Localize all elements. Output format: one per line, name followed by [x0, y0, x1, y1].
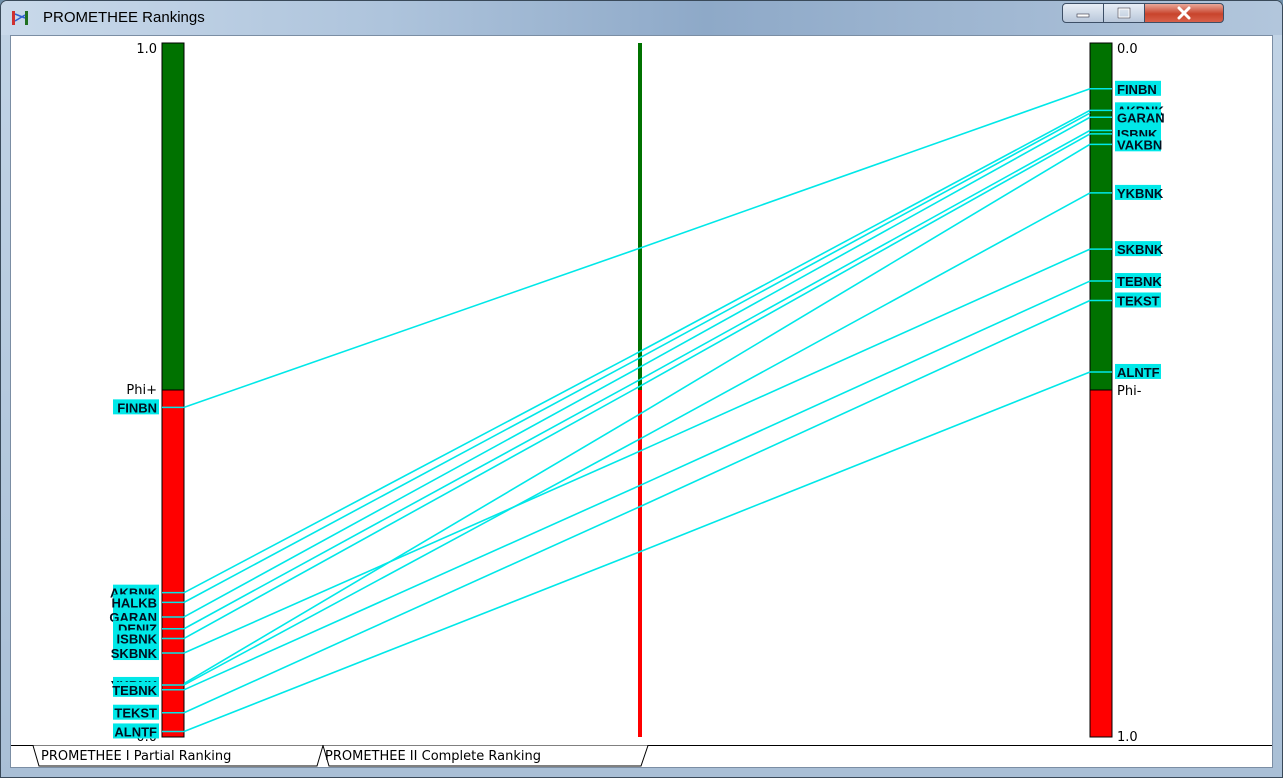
- right-label-skbnk-bg: [1115, 241, 1161, 257]
- maximize-icon: [1117, 7, 1131, 19]
- right-label-ykbnk: YKBNK: [1117, 186, 1164, 201]
- link-line-isbnk: [183, 385, 641, 640]
- right-label-vakbn-bg: [1115, 136, 1161, 152]
- phi-plus-top-label: 1.0: [136, 42, 157, 57]
- link-line-tebnk-right: [639, 280, 1091, 487]
- close-button[interactable]: [1144, 3, 1224, 23]
- right-label-tekst-bg: [1115, 292, 1161, 308]
- link-line-deniz-right: [639, 129, 1091, 381]
- right-label-skbnk: SKBNK: [1117, 242, 1164, 257]
- link-line-akbnk: [183, 350, 641, 594]
- right-label-garan-bg: [1115, 109, 1161, 125]
- link-line-deniz: [183, 378, 641, 630]
- phi-plus-axis-name: Phi+: [126, 383, 157, 398]
- link-line-tekst: [183, 505, 641, 714]
- link-line-vakbn-right: [639, 143, 1091, 415]
- phi-plus-negative-bar: [161, 389, 185, 738]
- link-line-alntf-right: [639, 371, 1091, 553]
- link-line-vakbn: [183, 413, 641, 685]
- link-line-tekst-right: [639, 299, 1091, 508]
- window-title: PROMETHEE Rankings: [43, 9, 205, 26]
- link-line-isbnk-right: [639, 133, 1091, 387]
- phi-minus-bottom-label: 1.0: [1117, 730, 1138, 745]
- left-label-tekst-bg: [113, 704, 159, 720]
- right-label-vakbn: VAKBN: [1117, 137, 1162, 152]
- link-line-akbnk-right: [639, 109, 1091, 353]
- left-label-finbn-bg: [113, 399, 159, 415]
- right-label-tebnk-bg: [1115, 273, 1161, 289]
- link-line-skbnk-right: [639, 248, 1091, 452]
- link-line-finbn-right: [639, 88, 1091, 249]
- left-label-garan-bg: [113, 608, 159, 624]
- right-label-tekst: TEKST: [1117, 293, 1160, 308]
- link-line-tebnk: [183, 484, 641, 691]
- link-line-ykbnk: [183, 438, 641, 686]
- right-label-alntf: ALNTF: [1117, 365, 1160, 380]
- left-label-isbnk-bg: [113, 630, 159, 646]
- link-line-garan: [183, 366, 641, 618]
- close-icon: [1177, 6, 1191, 20]
- tab-partial-ranking[interactable]: PROMETHEE I Partial Ranking: [41, 749, 232, 764]
- maximize-button[interactable]: [1103, 3, 1145, 23]
- tab-outline: [11, 745, 1272, 767]
- left-label-tebnk: TEBNK: [112, 683, 157, 698]
- link-line-halkb: [183, 357, 641, 604]
- right-label-ykbnk-bg: [1115, 184, 1161, 200]
- link-line-ykbnk-right: [639, 192, 1091, 440]
- left-label-tekst: TEKST: [114, 706, 157, 721]
- right-label-finbn-bg: [1115, 80, 1161, 96]
- link-line-halkb-right: [639, 112, 1091, 359]
- phi-minus-negative-bar: [1089, 389, 1113, 738]
- right-label-garan: GARAN: [1117, 110, 1165, 125]
- phi-minus-axis-name: Phi-: [1117, 384, 1142, 399]
- promethee-ranking-chart: 1.00.0Phi+0.01.0Phi-FINBNAKBNKHALKBGARAN…: [109, 42, 1165, 745]
- minimize-button[interactable]: [1062, 3, 1104, 23]
- left-label-skbnk: SKBNK: [111, 646, 158, 661]
- phi-plus-positive-bar: [161, 42, 185, 391]
- phi-minus-positive-bar: [1089, 42, 1113, 391]
- left-label-halkb: HALKB: [112, 595, 158, 610]
- link-line-skbnk: [183, 450, 641, 654]
- phi-minus-top-label: 0.0: [1117, 42, 1138, 57]
- tab-strip: PROMETHEE I Partial Ranking PROMETHEE II…: [11, 745, 1272, 767]
- tab-complete-ranking[interactable]: PROMETHEE II Complete Ranking: [325, 749, 541, 764]
- link-line-alntf: [183, 550, 641, 733]
- left-label-alntf-bg: [113, 723, 159, 739]
- link-line-garan-right: [639, 116, 1091, 368]
- left-label-skbnk-bg: [113, 645, 159, 661]
- link-line-finbn: [183, 247, 641, 409]
- left-label-halkb-bg: [113, 594, 159, 610]
- left-label-finbn: FINBN: [117, 400, 157, 415]
- left-label-tebnk-bg: [113, 681, 159, 697]
- right-label-finbn: FINBN: [1117, 82, 1157, 97]
- left-label-alntf: ALNTF: [114, 724, 157, 739]
- ranking-app-icon: [12, 11, 28, 25]
- ranking-panel: 1.00.0Phi+0.01.0Phi-FINBNAKBNKHALKBGARAN…: [10, 35, 1273, 768]
- right-label-alntf-bg: [1115, 363, 1161, 379]
- title-bar[interactable]: PROMETHEE Rankings: [1, 1, 1282, 35]
- left-label-isbnk: ISBNK: [117, 631, 158, 646]
- minimize-icon: [1076, 13, 1090, 18]
- right-label-tebnk: TEBNK: [1117, 274, 1162, 289]
